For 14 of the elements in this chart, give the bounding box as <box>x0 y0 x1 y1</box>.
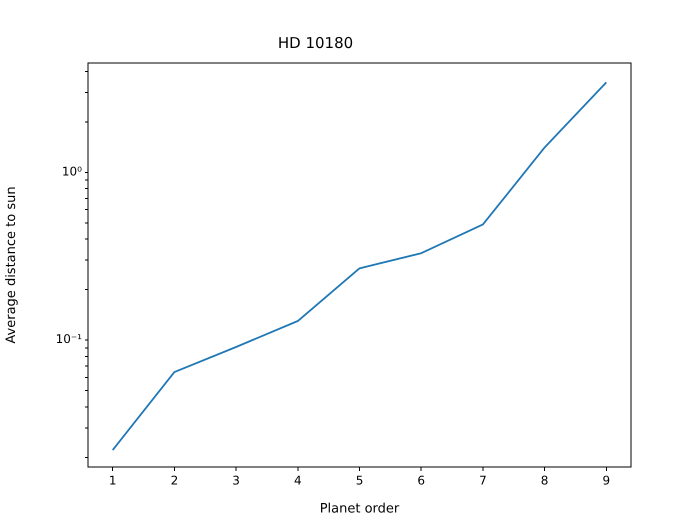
x-tick-label: 2 <box>170 473 178 488</box>
x-tick-label: 8 <box>540 473 548 488</box>
y-tick-label: 10⁻¹ <box>56 332 82 346</box>
x-tick-label: 1 <box>108 473 116 488</box>
x-axis-title: Planet order <box>320 502 400 517</box>
x-tick-label: 3 <box>232 473 240 488</box>
x-tick-label: 6 <box>417 473 426 488</box>
x-tick-label: 7 <box>479 473 487 488</box>
x-tick-label: 4 <box>294 473 302 488</box>
y-tick-label: 10⁰ <box>62 164 82 179</box>
x-tick-label: 9 <box>602 473 610 488</box>
x-tick-label: 5 <box>356 473 364 488</box>
chart-title: HD 10180 <box>278 34 354 52</box>
y-axis-title: Average distance to sun <box>4 186 20 344</box>
